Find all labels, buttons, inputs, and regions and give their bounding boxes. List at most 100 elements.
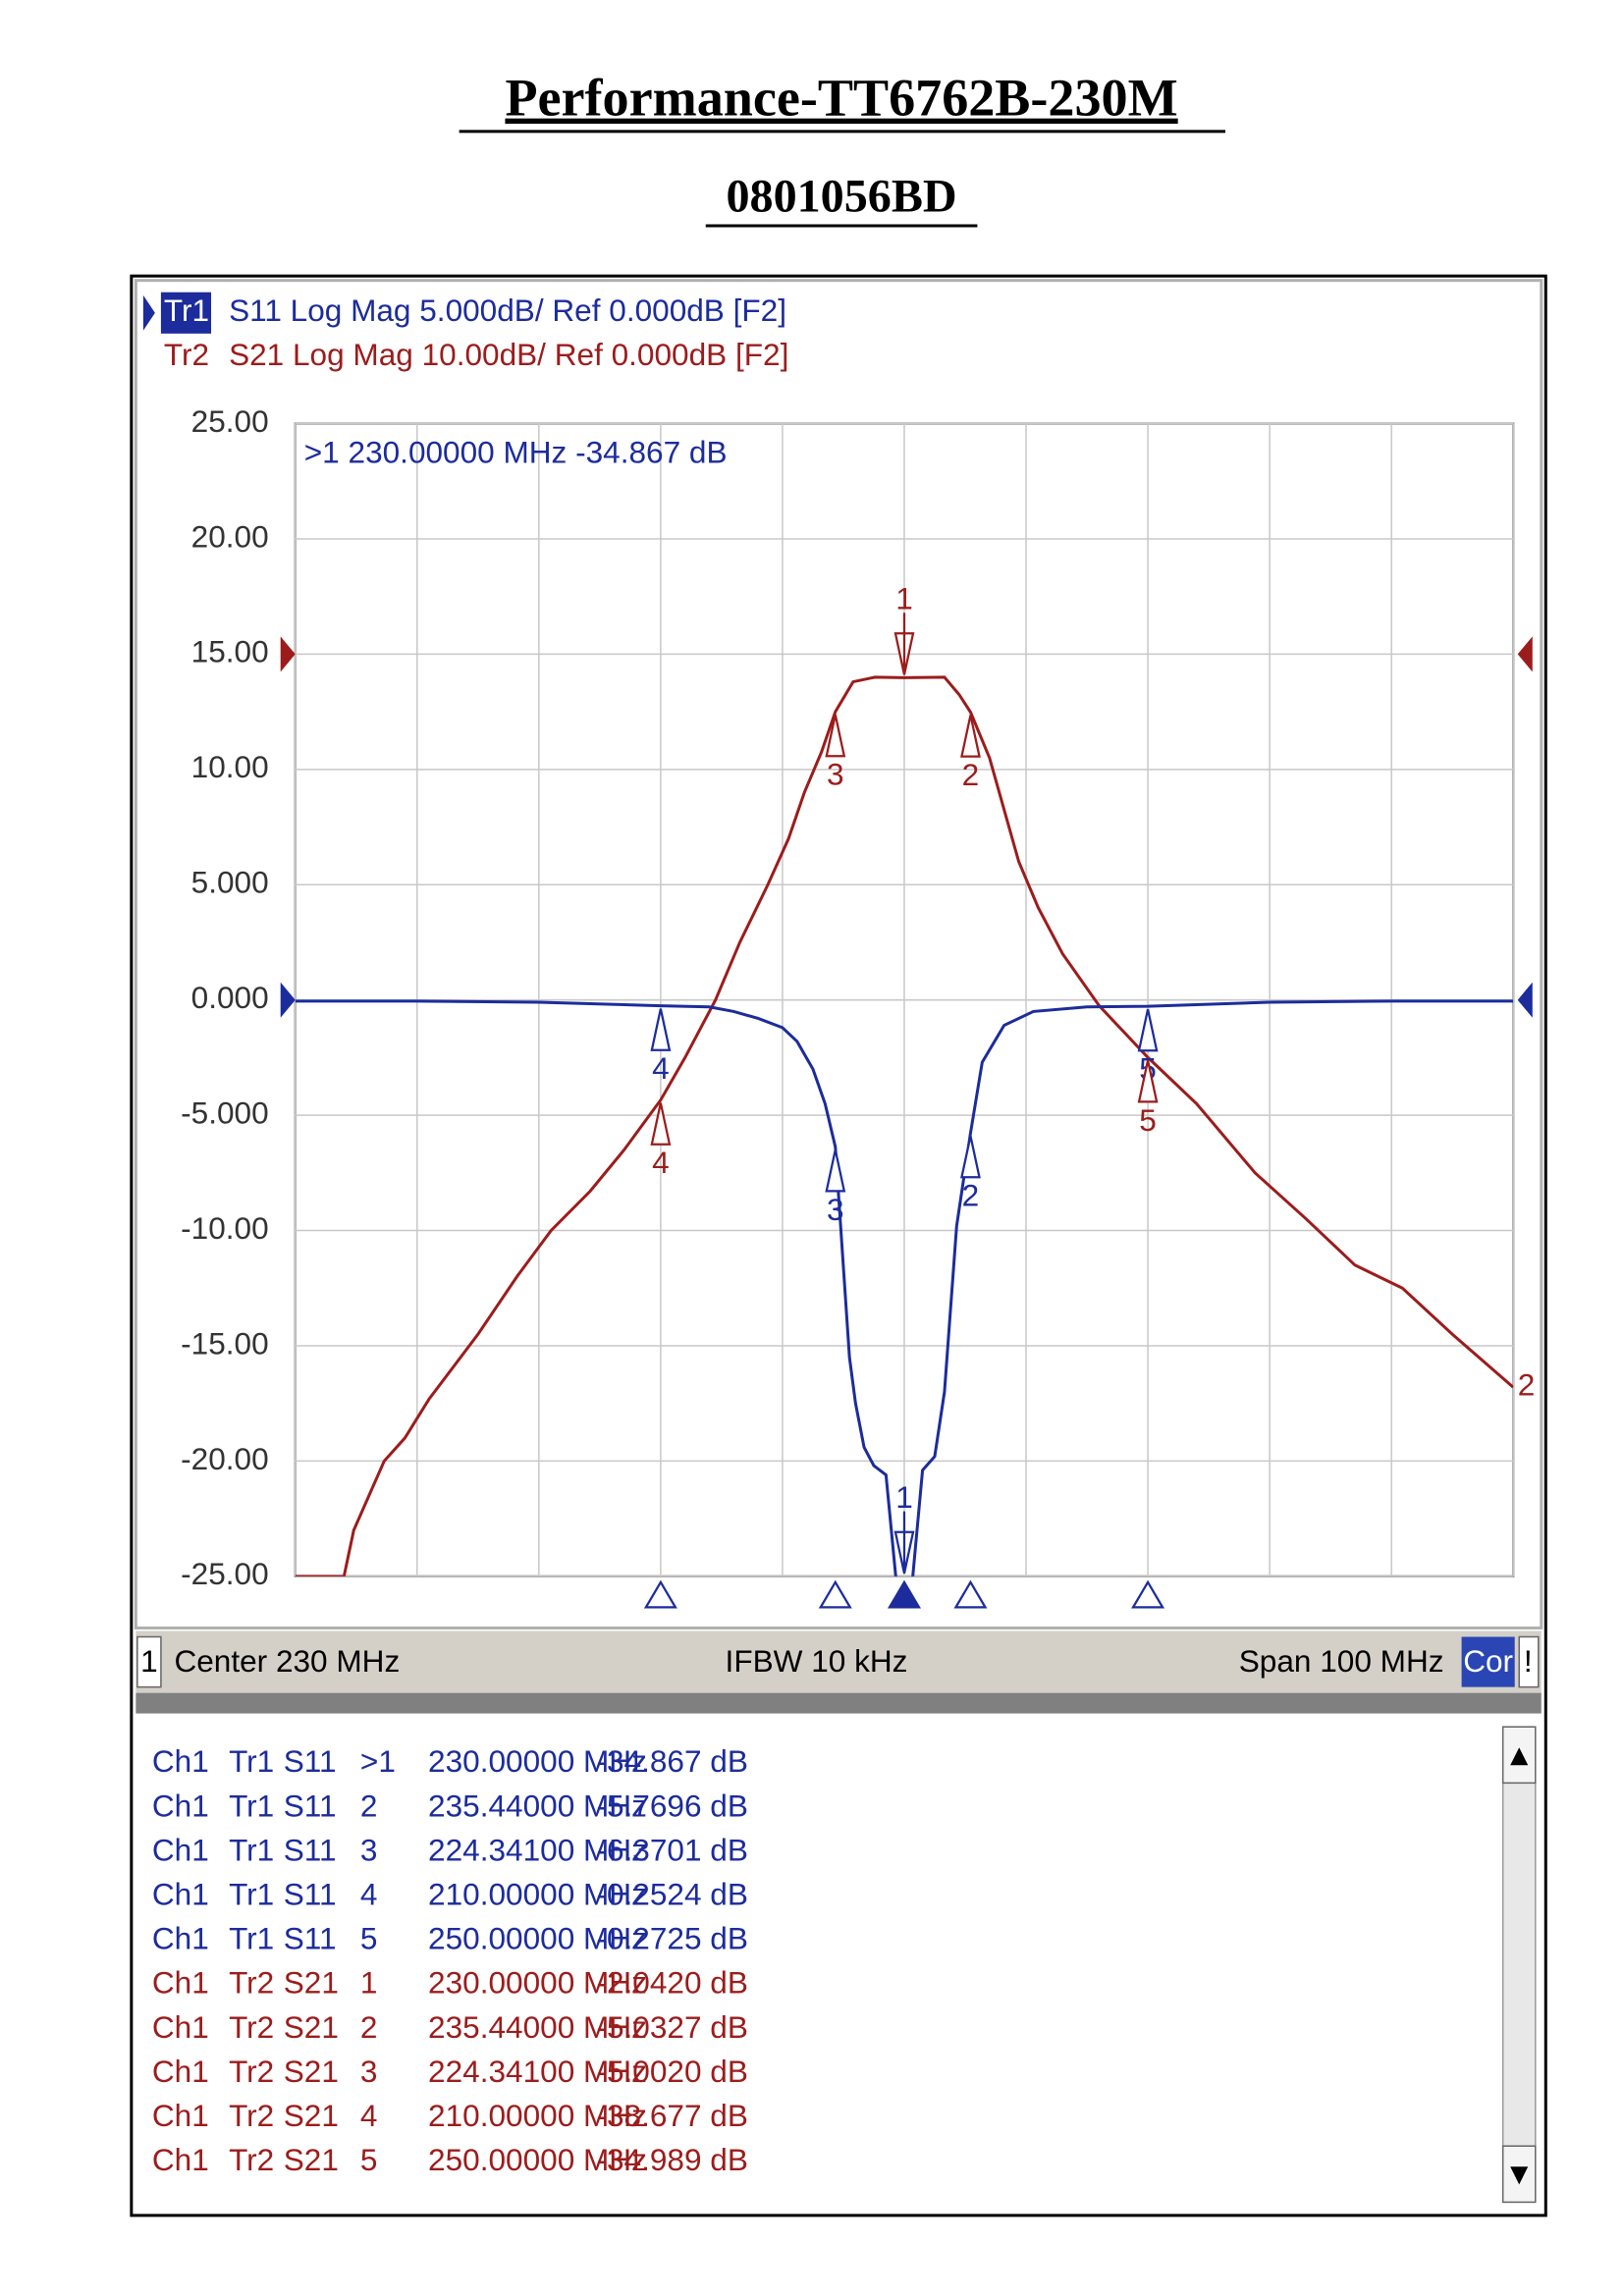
marker-label: 1 — [895, 581, 913, 616]
marker-table-cell: S11 — [284, 1876, 337, 1911]
active-trace-highlight — [160, 292, 212, 334]
marker-table-cell: Tr2 — [229, 2142, 274, 2177]
marker-table-cell: S21 — [284, 2009, 339, 2045]
span: Span 100 MHz — [1239, 1643, 1444, 1679]
y-tick-label: 5.000 — [191, 865, 269, 900]
ref-arrow-right — [1517, 636, 1533, 672]
marker-triangle — [650, 1102, 672, 1146]
flag: ! — [1524, 1643, 1533, 1679]
marker-table-cell: Tr2 — [229, 2054, 274, 2089]
marker-table-cell: 224.34100 MHz — [428, 2054, 647, 2089]
ref-arrow-right — [1517, 982, 1533, 1018]
trace-header: S21 Log Mag 10.00dB/ Ref 0.000dB [F2] — [229, 337, 788, 372]
marker-table-cell: Ch1 — [152, 2098, 209, 2133]
marker-table-cell: -38.677 dB — [596, 2098, 747, 2133]
y-tick-label: 25.00 — [191, 403, 269, 439]
marker-label: 3 — [827, 1192, 844, 1227]
ifbw: IFBW 10 kHz — [726, 1643, 908, 1679]
marker-table-cell: S21 — [284, 2098, 339, 2133]
marker-table-cell: -2.0420 dB — [596, 1965, 747, 2001]
marker-table-pane — [135, 1713, 1542, 2213]
marker-table-cell: 2 — [360, 2009, 378, 2045]
marker-table-cell: Ch1 — [152, 2009, 209, 2045]
marker-table-cell: Ch1 — [152, 1832, 209, 1867]
marker-table-cell: S21 — [284, 2142, 339, 2177]
status-bar — [135, 1630, 1542, 1693]
marker-table-cell: S21 — [284, 1965, 339, 2001]
trace-end-label: 2 — [1518, 1367, 1536, 1403]
marker-label: 5 — [1139, 1102, 1157, 1138]
marker-table-cell: Ch1 — [152, 1876, 209, 1911]
scrollbar[interactable] — [1501, 1726, 1537, 2204]
traces — [295, 675, 1514, 1576]
trace-line — [295, 999, 1514, 1576]
marker-table-cell: Ch1 — [152, 1965, 209, 2001]
marker-table-cell: 224.34100 MHz — [428, 1832, 647, 1867]
trace-header: S11 Log Mag 5.000dB/ Ref 0.000dB [F2] — [229, 293, 786, 328]
marker-readout: >1 230.00000 MHz -34.867 dB — [304, 434, 728, 469]
scroll-down-arrow — [1510, 2166, 1529, 2185]
marker-table-cell: 1 — [360, 1965, 378, 2001]
marker-table-cell: Ch1 — [152, 2142, 209, 2177]
marker-table-cell: S11 — [284, 1743, 337, 1779]
marker-table-cell: -5.0327 dB — [596, 2009, 747, 2045]
y-tick-label: 10.00 — [191, 749, 269, 784]
trace-name: Tr2 — [164, 337, 209, 372]
y-tick-label: -25.00 — [181, 1556, 269, 1591]
chart-pane — [134, 279, 1543, 1629]
separator — [135, 1692, 1542, 1714]
marker-table-cell: S21 — [284, 2054, 339, 2089]
correction: Cor — [1463, 1643, 1513, 1679]
marker-table-cell: Tr1 — [229, 1921, 274, 1956]
channel-number: 1 — [140, 1643, 158, 1679]
correction-box — [1461, 1636, 1515, 1687]
marker-table-cell: 210.00000 MHz — [428, 1876, 647, 1911]
marker-position-indicator — [1131, 1579, 1165, 1609]
marker-table-cell: 235.44000 MHz — [428, 2009, 647, 2045]
ref-arrow-left — [280, 636, 296, 672]
marker-table-cell: Tr1 — [229, 1743, 274, 1779]
marker-triangle — [650, 1008, 672, 1051]
marker-table-cell: 250.00000 MHz — [428, 1921, 647, 1956]
marker-triangle — [825, 1149, 846, 1193]
marker-triangle — [960, 715, 981, 758]
scroll-up-arrow — [1510, 1747, 1529, 1766]
marker-table-cell: 230.00000 MHz — [428, 1965, 647, 2001]
subtitle: 0801056BD — [726, 171, 956, 223]
marker-triangle — [1137, 1008, 1159, 1052]
marker-table-cell: 235.44000 MHz — [428, 1788, 647, 1823]
marker-table-cell: -5.0020 dB — [596, 2054, 747, 2089]
marker-table-cell: 5 — [360, 1921, 378, 1956]
marker-table-cell: Tr1 — [229, 1788, 274, 1823]
marker-position-indicator — [818, 1579, 852, 1609]
marker-table-cell: Ch1 — [152, 1921, 209, 1956]
marker-label: 2 — [962, 1178, 980, 1213]
y-tick-label: -5.000 — [181, 1095, 269, 1130]
marker-position-indicator — [887, 1579, 921, 1609]
marker-table-cell: -5.7696 dB — [596, 1788, 747, 1823]
ref-arrow-left — [280, 982, 296, 1018]
marker-label: 1 — [895, 1479, 913, 1515]
active-arrow — [142, 294, 155, 331]
marker-table-cell: -34.867 dB — [596, 1743, 747, 1779]
marker-table-cell: S11 — [284, 1788, 337, 1823]
marker-table-cell: Ch1 — [152, 1788, 209, 1823]
marker-triangle — [893, 613, 915, 675]
marker-table-cell: Tr1 — [229, 1876, 274, 1911]
marker-table-cell: 250.00000 MHz — [428, 2142, 647, 2177]
marker-table-cell: 230.00000 MHz — [428, 1743, 647, 1779]
marker-table-cell: Tr2 — [229, 2009, 274, 2045]
marker-table-cell: 5 — [360, 2142, 378, 2177]
y-tick-label: -20.00 — [181, 1441, 269, 1476]
marker-label: 2 — [962, 757, 980, 792]
marker-table-cell: 2 — [360, 1788, 378, 1823]
y-tick-label: -15.00 — [181, 1325, 269, 1361]
title: Performance-TT6762B-230M — [505, 69, 1177, 128]
y-tick-label: 0.000 — [191, 980, 269, 1015]
scroll-up[interactable] — [1501, 1726, 1537, 1785]
marker-table-cell: -0.2725 dB — [596, 1921, 747, 1956]
marker-table-cell: Tr2 — [229, 1965, 274, 2001]
marker-table-cell: Ch1 — [152, 1743, 209, 1779]
